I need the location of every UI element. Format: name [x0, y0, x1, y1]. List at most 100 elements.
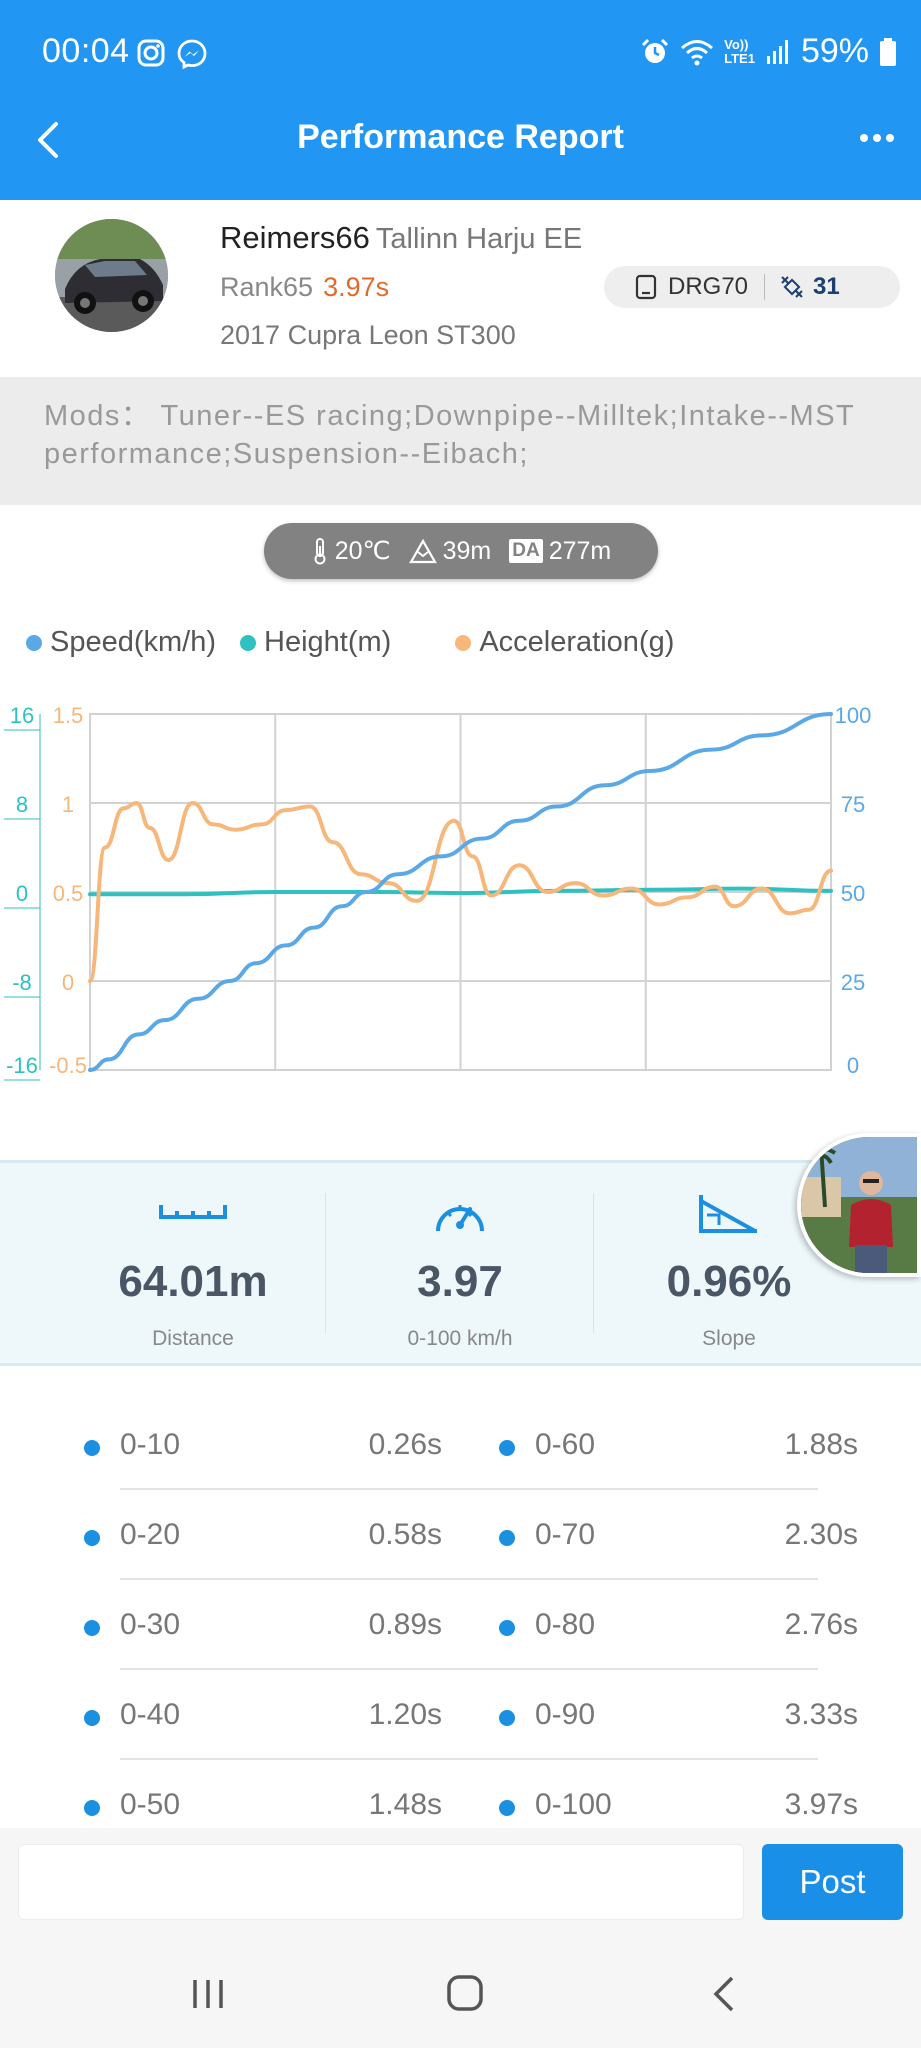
distance-label: Distance	[152, 1327, 234, 1350]
split-name: 0-30	[120, 1608, 181, 1641]
split-label: 0-20	[84, 1490, 180, 1580]
person-photo	[801, 1137, 917, 1273]
height-axis-tick: 0	[16, 881, 28, 906]
split-value: 0.58s	[368, 1518, 442, 1551]
ruler-icon	[159, 1205, 227, 1219]
split-value: 3.33s	[784, 1698, 858, 1731]
alarm-icon	[642, 38, 669, 63]
da-badge: DA	[509, 539, 543, 563]
device-name: DRG70	[668, 273, 749, 300]
split-name: 0-10	[120, 1428, 181, 1461]
split-label: 0-50	[84, 1760, 180, 1850]
temperature: 20℃	[334, 537, 391, 565]
bullet-icon	[84, 1710, 100, 1726]
satellite-count: 31	[813, 273, 840, 300]
back-button[interactable]	[28, 118, 72, 162]
split-name: 0-40	[120, 1698, 181, 1731]
split-value: 1.20s	[368, 1698, 442, 1731]
battery-percent: 59%	[800, 32, 869, 70]
split-name: 0-50	[120, 1788, 181, 1821]
time-label: 0-100 km/h	[407, 1327, 513, 1350]
table-row: 0-30 0.89s 0-80 2.76s	[0, 1580, 921, 1670]
network-label-bottom: LTE1	[724, 50, 755, 66]
recents-icon[interactable]	[183, 1974, 233, 2014]
instagram-icon	[137, 39, 165, 67]
split-name: 0-70	[535, 1518, 596, 1551]
table-row: 0-50 1.48s 0-100 3.97s	[0, 1760, 921, 1850]
legend-speed[interactable]: Speed(km/h)	[26, 626, 216, 659]
bullet-icon	[499, 1440, 515, 1456]
car-photo	[55, 219, 168, 332]
height-axis-tick: 8	[16, 792, 28, 817]
table-row: 0-40 1.20s 0-90 3.33s	[0, 1670, 921, 1760]
time-value: 3.97	[417, 1257, 503, 1306]
speed-axis-tick: 0	[847, 1053, 859, 1078]
time-stat: 3.97 0-100 km/h	[330, 1191, 590, 1351]
device-icon	[635, 274, 657, 300]
split-label: 0-80	[499, 1580, 595, 1670]
slope-value: 0.96%	[666, 1257, 792, 1306]
username[interactable]: Reimers66	[220, 220, 370, 255]
system-icons: Vo)) LTE1 59%	[640, 32, 897, 71]
series-line-acceleration	[88, 800, 833, 983]
car-model: 2017 Cupra Leon ST300	[220, 320, 516, 350]
comment-bar: Post	[0, 1828, 921, 1934]
speed-axis-tick: 50	[841, 881, 865, 906]
notification-icons	[136, 38, 208, 70]
legend-label: Height(m)	[264, 626, 392, 658]
thermometer-icon	[314, 538, 326, 565]
profile-card: Reimers66 Tallinn Harju EE Rank65 3.97s 20…	[0, 200, 921, 377]
avatar[interactable]	[55, 219, 168, 332]
accel-axis-tick: 0	[62, 970, 74, 995]
device-badge: DRG70 31	[604, 266, 900, 308]
split-label: 0-70	[499, 1490, 595, 1580]
legend-label: Acceleration(g)	[479, 626, 675, 658]
altitude: 39m	[442, 536, 492, 565]
split-value: 1.88s	[784, 1428, 858, 1461]
post-button[interactable]: Post	[762, 1844, 903, 1920]
rank-time: 3.97s	[323, 272, 390, 302]
split-label: 0-60	[499, 1400, 595, 1490]
volte-icon: Vo)) LTE1	[724, 36, 755, 66]
rank: Rank65	[220, 272, 314, 302]
bullet-icon	[499, 1710, 515, 1726]
density-altitude-item: DA 277m	[509, 537, 611, 566]
back-icon[interactable]	[700, 1974, 750, 2014]
distance-stat: 64.01m Distance	[63, 1191, 323, 1351]
user-location: Tallinn Harju EE	[375, 223, 583, 255]
accel-axis-tick: 0.5	[53, 881, 84, 906]
legend-acceleration[interactable]: Acceleration(g)	[455, 626, 674, 659]
legend-dot	[26, 634, 42, 651]
page-title: Performance Report	[297, 118, 624, 156]
table-row: 0-10 0.26s 0-60 1.88s	[0, 1400, 921, 1490]
altitude-item: 39m	[408, 536, 492, 566]
performance-chart[interactable]: 16 1.5 100 8 1 75 0 0.5 50 -8 0 25 -16 -0.5 0	[0, 680, 921, 1100]
slope-label: Slope	[702, 1327, 756, 1350]
legend-label: Speed(km/h)	[50, 626, 217, 658]
comment-input[interactable]	[18, 1844, 744, 1920]
battery-icon	[880, 37, 896, 66]
messenger-icon	[177, 39, 207, 70]
density-altitude: 277m	[548, 536, 612, 565]
legend-height[interactable]: Height(m)	[240, 626, 391, 659]
divider	[593, 1193, 594, 1333]
height-axis-tick: -16	[6, 1053, 38, 1078]
split-label: 0-100	[499, 1760, 612, 1850]
status-bar: 00:04	[0, 0, 921, 106]
split-value: 1.48s	[368, 1788, 442, 1821]
split-value: 0.26s	[368, 1428, 442, 1461]
more-options-button[interactable]	[855, 118, 899, 158]
home-icon[interactable]	[440, 1974, 490, 2014]
status-time: 00:04	[42, 32, 130, 70]
split-value: 2.30s	[784, 1518, 858, 1551]
satellite-icon	[781, 276, 803, 298]
username-line: Reimers66 Tallinn Harju EE	[220, 220, 582, 256]
app-header: 00:04	[0, 0, 921, 200]
wifi-icon	[681, 39, 714, 65]
bullet-icon	[84, 1800, 100, 1816]
split-value: 2.76s	[784, 1608, 858, 1641]
speedometer-icon	[436, 1205, 484, 1232]
accel-axis-tick: 1.5	[53, 703, 84, 728]
network-label-top: Vo))	[724, 36, 749, 52]
split-label: 0-10	[84, 1400, 180, 1490]
